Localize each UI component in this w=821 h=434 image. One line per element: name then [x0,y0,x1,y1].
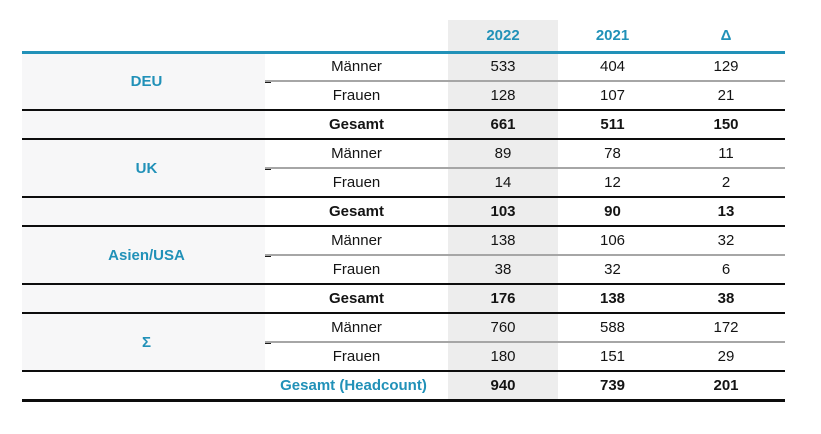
region-empty-cell [22,109,265,140]
value-2021: 78 [604,145,621,162]
value-delta: 150 [667,109,785,140]
value-2021: 138 [558,283,667,314]
total-row: Gesamt 661 511 150 [22,109,785,140]
value-2022: 176 [448,283,558,314]
row-label: Frauen [265,80,448,110]
grand-total-row: Gesamt (Headcount) 940 739 201 [22,370,785,402]
value-2021: 107 [558,80,667,110]
region-empty-cell [22,283,265,314]
value-2021: 32 [558,254,667,284]
region-label-sigma: Σ [22,313,265,371]
row-label: Männer [331,145,382,162]
value-2021: 739 [558,370,667,402]
table-row: Frauen 180 151 29 [22,341,785,371]
row-label: Männer [331,232,382,249]
value-2022: 533 [448,52,558,81]
table-row: UK Männer 89 78 11 [22,139,785,197]
row-label: Männer [331,319,382,336]
value-delta: 6 [667,254,785,284]
value-2021: 511 [558,109,667,140]
value-2022: 180 [448,341,558,371]
value-delta: 21 [667,80,785,110]
value-delta: 172 [713,319,739,336]
row-label: Frauen [265,167,448,197]
region-label-deu: DEU [22,52,265,110]
table-row: Frauen 38 32 6 [22,254,785,284]
table-row: Frauen 128 107 21 [22,80,785,110]
region-empty-cell [22,196,265,227]
value-2022: 103 [448,196,558,227]
value-delta: 32 [717,232,735,249]
value-delta: 201 [667,370,785,402]
headcount-table: 2022 2021 Δ DEU Männer 533 404 129 Fraue… [22,20,785,402]
row-label: Gesamt [265,109,448,140]
value-2022: 38 [448,254,558,284]
row-label: Frauen [265,254,448,284]
header-year-2021: 2021 [558,20,667,54]
value-2021: 12 [558,167,667,197]
header-delta: Δ [667,20,785,54]
value-delta: 13 [667,196,785,227]
value-2022: 14 [448,167,558,197]
value-delta: 2 [667,167,785,197]
table-row: DEU Männer 533 404 129 [22,52,785,110]
value-2021: 106 [599,232,626,249]
grand-total-label: Gesamt (Headcount) [265,370,448,402]
value-2022: 138 [448,226,558,255]
value-2022: 89 [448,139,558,168]
row-label: Gesamt [265,283,448,314]
row-label: Männer [331,58,382,76]
value-2021: 151 [558,341,667,371]
table-header-row: 2022 2021 Δ [22,20,785,54]
value-2022: 760 [448,313,558,342]
value-2022: 128 [448,80,558,110]
value-delta: 29 [667,341,785,371]
total-row: Gesamt 176 138 38 [22,283,785,314]
header-region-cell [22,20,265,54]
region-empty-cell [22,370,265,402]
value-delta: 38 [667,283,785,314]
value-2021: 404 [599,58,626,76]
table-row: Σ Männer 760 588 172 [22,313,785,371]
row-label: Frauen [265,341,448,371]
table-row: Frauen 14 12 2 [22,167,785,197]
value-delta: 11 [718,145,734,162]
row-label: Gesamt [265,196,448,227]
header-label-cell [265,20,448,54]
table-row: Asien/USA Männer 138 106 32 [22,226,785,284]
value-2021: 588 [599,319,626,336]
value-2022: 661 [448,109,558,140]
value-delta: 129 [713,58,739,76]
total-row: Gesamt 103 90 13 [22,196,785,227]
region-label-asien-usa: Asien/USA [22,226,265,284]
value-2021: 90 [558,196,667,227]
value-2022: 940 [448,370,558,402]
region-label-uk: UK [22,139,265,197]
header-year-2022: 2022 [448,20,558,54]
